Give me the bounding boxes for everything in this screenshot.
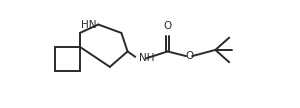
Text: HN: HN <box>81 20 97 30</box>
Text: O: O <box>185 51 193 61</box>
Text: NH: NH <box>139 53 154 63</box>
Text: O: O <box>164 21 172 31</box>
